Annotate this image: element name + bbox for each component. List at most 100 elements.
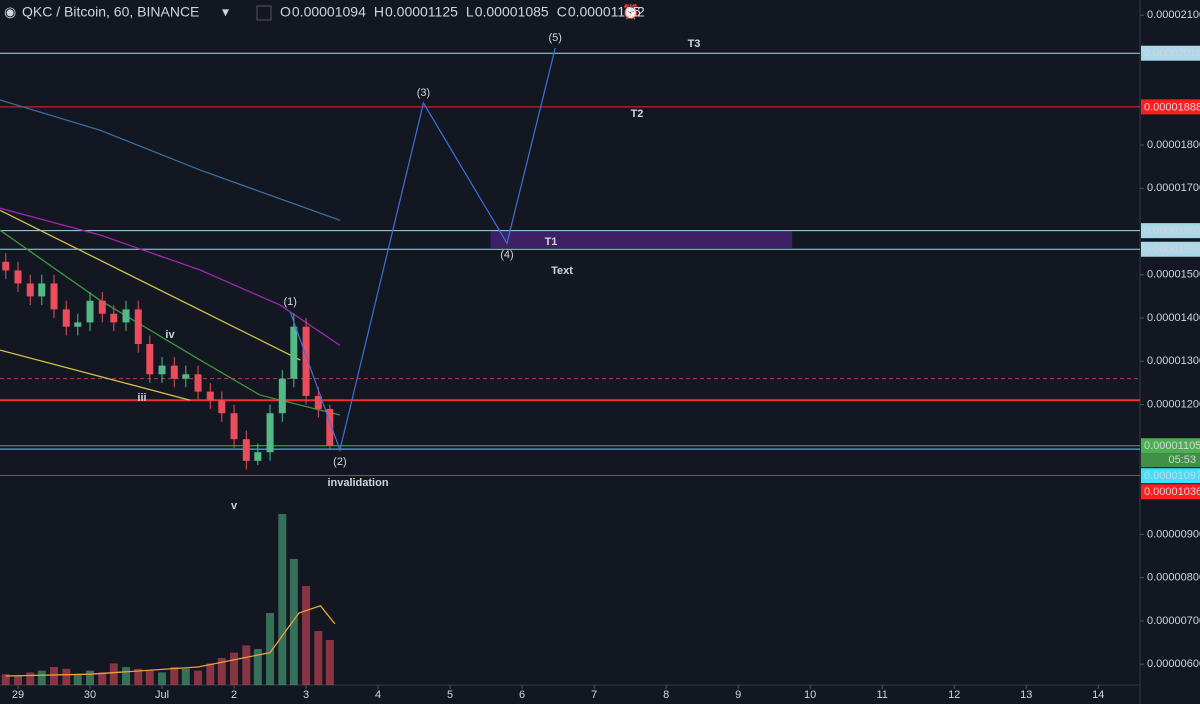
volume-bar (134, 668, 143, 685)
alert-count: 2 (637, 4, 645, 20)
wave-label: (3) (417, 87, 430, 99)
x-tick-label: 4 (375, 689, 381, 701)
price-label-box (1141, 438, 1200, 454)
x-tick-label: 2 (231, 689, 237, 701)
volume-ma (5, 605, 336, 677)
x-tick-label: 8 (663, 689, 669, 701)
price-label-box (1141, 484, 1200, 500)
candle-body (74, 322, 82, 327)
y-tick-label: 0.00000600 (1147, 658, 1200, 670)
candle-body (110, 313, 118, 323)
x-tick-label: 7 (591, 689, 597, 701)
y-tick-label: 0.00002100 (1147, 9, 1200, 21)
y-tick-label: 0.00001400 (1147, 312, 1200, 324)
wave-label: (4) (500, 249, 513, 261)
candle-body (86, 300, 94, 323)
volume-bar (109, 663, 118, 685)
candle-body (314, 395, 322, 409)
volume-bar (50, 667, 59, 685)
price-label: 0.00001105 (1144, 440, 1200, 452)
ohlc-key: O (280, 4, 291, 20)
candle-body (14, 270, 22, 284)
candle-body (122, 309, 130, 323)
compare-icon[interactable] (256, 5, 272, 21)
x-tick-label: 30 (84, 689, 96, 701)
candle-body (266, 413, 274, 453)
candle-body (302, 326, 310, 396)
candle-body (230, 413, 238, 440)
volume-bar (73, 674, 82, 685)
wave-label: (1) (283, 296, 296, 308)
annotation: iv (165, 329, 175, 341)
volume-bar (266, 613, 275, 685)
y-tick-label: 0.00001700 (1147, 182, 1200, 194)
volume-bar (194, 670, 203, 685)
candle-body (182, 374, 190, 379)
candle-body (2, 261, 10, 271)
dropdown[interactable]: ▾ (222, 4, 229, 20)
indicator-line (0, 229, 341, 416)
alert-icon[interactable]: ⏰ (622, 3, 639, 21)
y-tick-label: 0.00001200 (1147, 399, 1200, 411)
volume-bar (62, 668, 71, 685)
annotation: Text (551, 265, 573, 277)
x-tick-label: 5 (447, 689, 453, 701)
price-label: 0.00002012 (1144, 48, 1200, 60)
countdown-box (1141, 453, 1200, 468)
candle-body (50, 283, 58, 310)
volume-bar (314, 631, 323, 685)
ohlc-value: 0.00001085 (475, 4, 549, 20)
candle-body (242, 439, 250, 461)
volume-bar (158, 672, 167, 685)
volume-bar (14, 676, 23, 685)
volume-bar (37, 670, 46, 685)
x-tick-label: 9 (735, 689, 741, 701)
price-label: 0.00001602 (1144, 225, 1200, 237)
price-label-box (1141, 223, 1200, 239)
volume-bar (1, 674, 10, 685)
y-tick-label: 0.00001500 (1147, 269, 1200, 281)
volume-bar (302, 586, 311, 685)
volume-bar (206, 663, 215, 685)
annotation: iii (137, 392, 146, 404)
volume-bar (181, 668, 190, 685)
candle-body (98, 300, 106, 314)
candle-body (194, 374, 202, 392)
wave-label: (5) (549, 32, 562, 44)
x-tick-label: 6 (519, 689, 525, 701)
x-tick-label: 10 (804, 689, 816, 701)
price-label-box (1141, 241, 1200, 257)
candle-body (278, 378, 286, 414)
volume-bar (217, 658, 226, 685)
annotation: T2 (631, 108, 644, 120)
x-tick-label: 3 (303, 689, 309, 701)
symbol[interactable]: QKC / Bitcoin, 60, BINANCE (22, 4, 199, 20)
candle-body (146, 344, 154, 375)
volume-bar (98, 672, 107, 685)
candle-body (170, 365, 178, 379)
volume-bar (278, 514, 287, 685)
indicator-line (0, 349, 191, 401)
volume-bar (242, 645, 251, 685)
indicator-line (0, 209, 301, 361)
volume-bar (86, 670, 95, 685)
price-label: 0.00001559 (1144, 244, 1200, 256)
x-tick-label: 12 (948, 689, 960, 701)
price-label-box (1141, 468, 1200, 484)
volume-bar (289, 559, 298, 685)
x-tick-label: 14 (1092, 689, 1104, 701)
price-label: 0.00001097 (1144, 470, 1200, 482)
volume-bar (230, 652, 239, 685)
candle-body (254, 452, 262, 461)
indicator-line (0, 207, 341, 346)
ohlc-value: 0.00001105 (568, 4, 641, 20)
price-label: 0.00001888 (1144, 101, 1200, 113)
volume-bar (253, 649, 262, 685)
y-tick-label: 0.00000700 (1147, 615, 1200, 627)
candle-body (158, 365, 166, 375)
x-tick-label: Jul (155, 689, 169, 701)
ohlc-key: C (557, 4, 567, 20)
candle-body (326, 408, 334, 446)
ohlc-value: 0.00001094 (292, 4, 366, 20)
